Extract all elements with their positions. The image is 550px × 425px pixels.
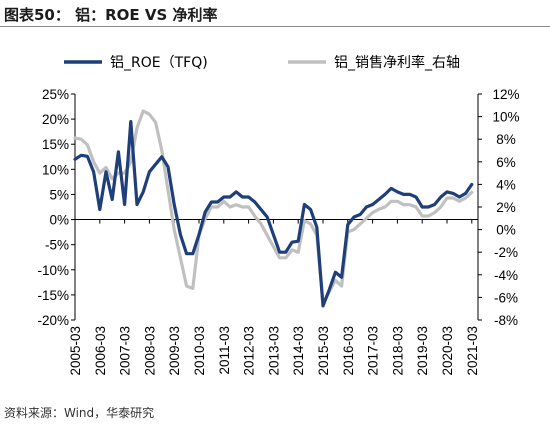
source-note: 资料来源：Wind，华泰研究 (4, 406, 155, 420)
roe-series-line (73, 120, 474, 308)
right-tick-label: 10% (492, 110, 519, 125)
right-tick-label: -8% (494, 313, 518, 328)
right-axis: 12% 10% 8% 6% 4% 2% 0% -2% -4% -6% -8% (477, 87, 520, 328)
right-tick-label: 12% (492, 87, 519, 102)
x-tick-label: 2019-03 (415, 326, 430, 376)
right-tick-label: 8% (496, 132, 516, 147)
right-tick-label: 2% (496, 200, 516, 215)
x-tick-label: 2008-03 (142, 326, 157, 376)
right-tick-label: -6% (494, 290, 518, 305)
x-tick-label: 2010-03 (192, 326, 207, 376)
right-tick-label: -4% (494, 268, 518, 283)
x-tick-label: 2021-03 (465, 326, 480, 376)
x-tick-label: 2011-03 (217, 326, 232, 375)
left-tick-label: 25% (42, 87, 69, 102)
x-tick-label: 2017-03 (366, 326, 381, 376)
left-tick-label: 20% (42, 112, 69, 127)
title-rule (0, 26, 550, 27)
x-tick-label: 2015-03 (316, 326, 331, 376)
left-tick-label: -15% (37, 288, 69, 303)
x-tick-label: 2018-03 (390, 326, 405, 376)
net-margin-series-line (73, 109, 474, 305)
left-tick-label: 0% (49, 213, 69, 228)
x-tick-label: 2005-03 (68, 326, 83, 376)
right-tick-label: 6% (496, 155, 516, 170)
right-tick-label: 0% (496, 223, 516, 238)
legend: 铝_ROE（TFQ) 铝_销售净利率_右轴 (64, 54, 460, 71)
left-tick-label: -10% (37, 263, 69, 278)
right-tick-label: 4% (496, 177, 516, 192)
right-tick-label: -2% (494, 245, 518, 260)
series-layer (73, 109, 474, 308)
left-tick-label: 15% (42, 137, 69, 152)
x-axis: 2005-03 2006-03 2007-03 2008-03 2009-03 2010-… (68, 219, 480, 376)
figure-title: 图表50： 铝：ROE VS 净利率 (4, 6, 218, 24)
left-tick-label: -20% (37, 313, 69, 328)
x-tick-label: 2013-03 (266, 326, 281, 376)
x-tick-label: 2007-03 (118, 326, 133, 376)
x-tick-label: 2006-03 (93, 326, 108, 376)
x-tick-label: 2016-03 (341, 326, 356, 376)
x-tick-label: 2014-03 (291, 326, 306, 376)
figure-header: 图表50： 铝：ROE VS 净利率 (0, 0, 550, 28)
left-tick-label: 10% (42, 162, 69, 177)
left-tick-label: 5% (49, 187, 69, 202)
left-axis: 25% 20% 15% 10% 5% 0% -5% -10% -15% -20% (37, 87, 76, 328)
net-margin-legend-label: 铝_销售净利率_右轴 (334, 54, 460, 71)
roe-legend-label: 铝_ROE（TFQ) (110, 55, 208, 71)
x-tick-label: 2009-03 (167, 326, 182, 376)
x-tick-label: 2012-03 (242, 326, 257, 376)
x-tick-label: 2020-03 (440, 326, 455, 376)
left-tick-label: -5% (45, 238, 69, 253)
